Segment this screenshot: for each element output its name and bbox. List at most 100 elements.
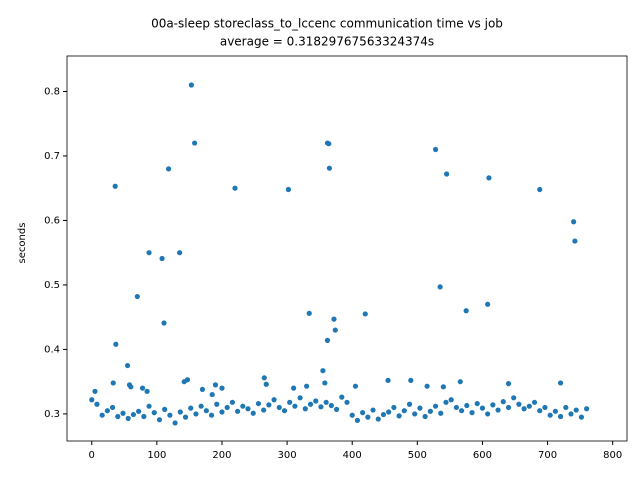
point <box>276 404 282 411</box>
point <box>406 401 413 407</box>
point <box>537 408 543 414</box>
point <box>156 417 163 423</box>
point <box>292 403 298 409</box>
point <box>120 410 126 416</box>
point <box>438 410 444 416</box>
point <box>130 411 137 418</box>
point <box>571 219 577 225</box>
x-tick-label: 0 <box>89 450 95 461</box>
point <box>188 82 194 88</box>
point <box>281 408 288 414</box>
point <box>323 399 329 405</box>
point <box>245 406 251 412</box>
point <box>266 402 272 408</box>
point <box>192 140 198 146</box>
point <box>144 388 150 394</box>
x-tick-label: 100 <box>147 450 166 461</box>
y-tick-label: 0.6 <box>44 215 60 226</box>
point <box>188 405 194 411</box>
point <box>112 183 118 189</box>
point <box>412 411 418 417</box>
point <box>99 412 105 418</box>
point <box>332 327 338 333</box>
point <box>505 404 512 411</box>
point <box>354 417 361 423</box>
point <box>124 362 131 369</box>
x-tick-label: 300 <box>278 450 297 461</box>
point <box>349 412 355 418</box>
point <box>339 394 345 400</box>
point <box>203 408 209 414</box>
point <box>125 415 131 422</box>
point <box>331 316 337 322</box>
point <box>391 404 397 411</box>
point <box>89 397 95 403</box>
point <box>521 406 527 412</box>
point <box>453 404 459 411</box>
y-tick-label: 0.4 <box>44 344 60 355</box>
point <box>443 399 449 405</box>
point <box>287 399 293 405</box>
point <box>408 377 414 383</box>
point <box>172 420 178 426</box>
point <box>547 412 553 418</box>
point <box>165 166 172 172</box>
point <box>362 311 368 317</box>
point <box>224 404 230 411</box>
point <box>326 165 333 171</box>
x-tick-label: 400 <box>343 450 362 461</box>
point <box>557 380 564 386</box>
point <box>344 399 350 405</box>
point <box>463 308 469 314</box>
point <box>307 401 314 407</box>
point <box>333 406 340 413</box>
point <box>320 368 326 374</box>
point <box>141 413 147 420</box>
point <box>573 407 579 413</box>
point <box>495 407 501 413</box>
chart-title: 00a-sleep storeclass_to_lccenc communica… <box>151 17 503 31</box>
point <box>146 250 152 256</box>
point <box>440 384 446 390</box>
point <box>199 386 206 393</box>
point <box>193 411 199 417</box>
point <box>552 408 558 414</box>
point <box>486 175 492 181</box>
point <box>322 380 328 386</box>
point <box>212 382 219 388</box>
point <box>134 293 140 300</box>
point <box>584 406 590 412</box>
point <box>255 400 262 407</box>
point <box>128 384 134 390</box>
y-tick-label: 0.7 <box>44 151 60 162</box>
point <box>360 410 366 416</box>
point <box>110 380 116 386</box>
point <box>209 391 215 398</box>
point <box>285 186 291 193</box>
x-tick-label: 800 <box>603 450 622 461</box>
point <box>208 412 215 418</box>
point <box>474 400 480 407</box>
point <box>370 407 376 413</box>
point <box>235 408 241 414</box>
point <box>424 383 430 389</box>
point <box>432 403 439 409</box>
point <box>422 413 428 420</box>
point <box>271 397 277 403</box>
point <box>437 284 443 290</box>
point <box>232 185 238 191</box>
point <box>161 320 167 326</box>
point <box>94 401 100 407</box>
point <box>324 337 331 343</box>
y-tick-label: 0.3 <box>44 409 60 420</box>
point <box>159 255 165 262</box>
point <box>261 375 267 381</box>
point <box>427 408 433 414</box>
point <box>485 301 491 307</box>
point <box>136 408 142 414</box>
point <box>505 381 512 387</box>
x-tick-label: 700 <box>538 450 557 461</box>
point <box>167 412 173 418</box>
point <box>115 413 121 420</box>
